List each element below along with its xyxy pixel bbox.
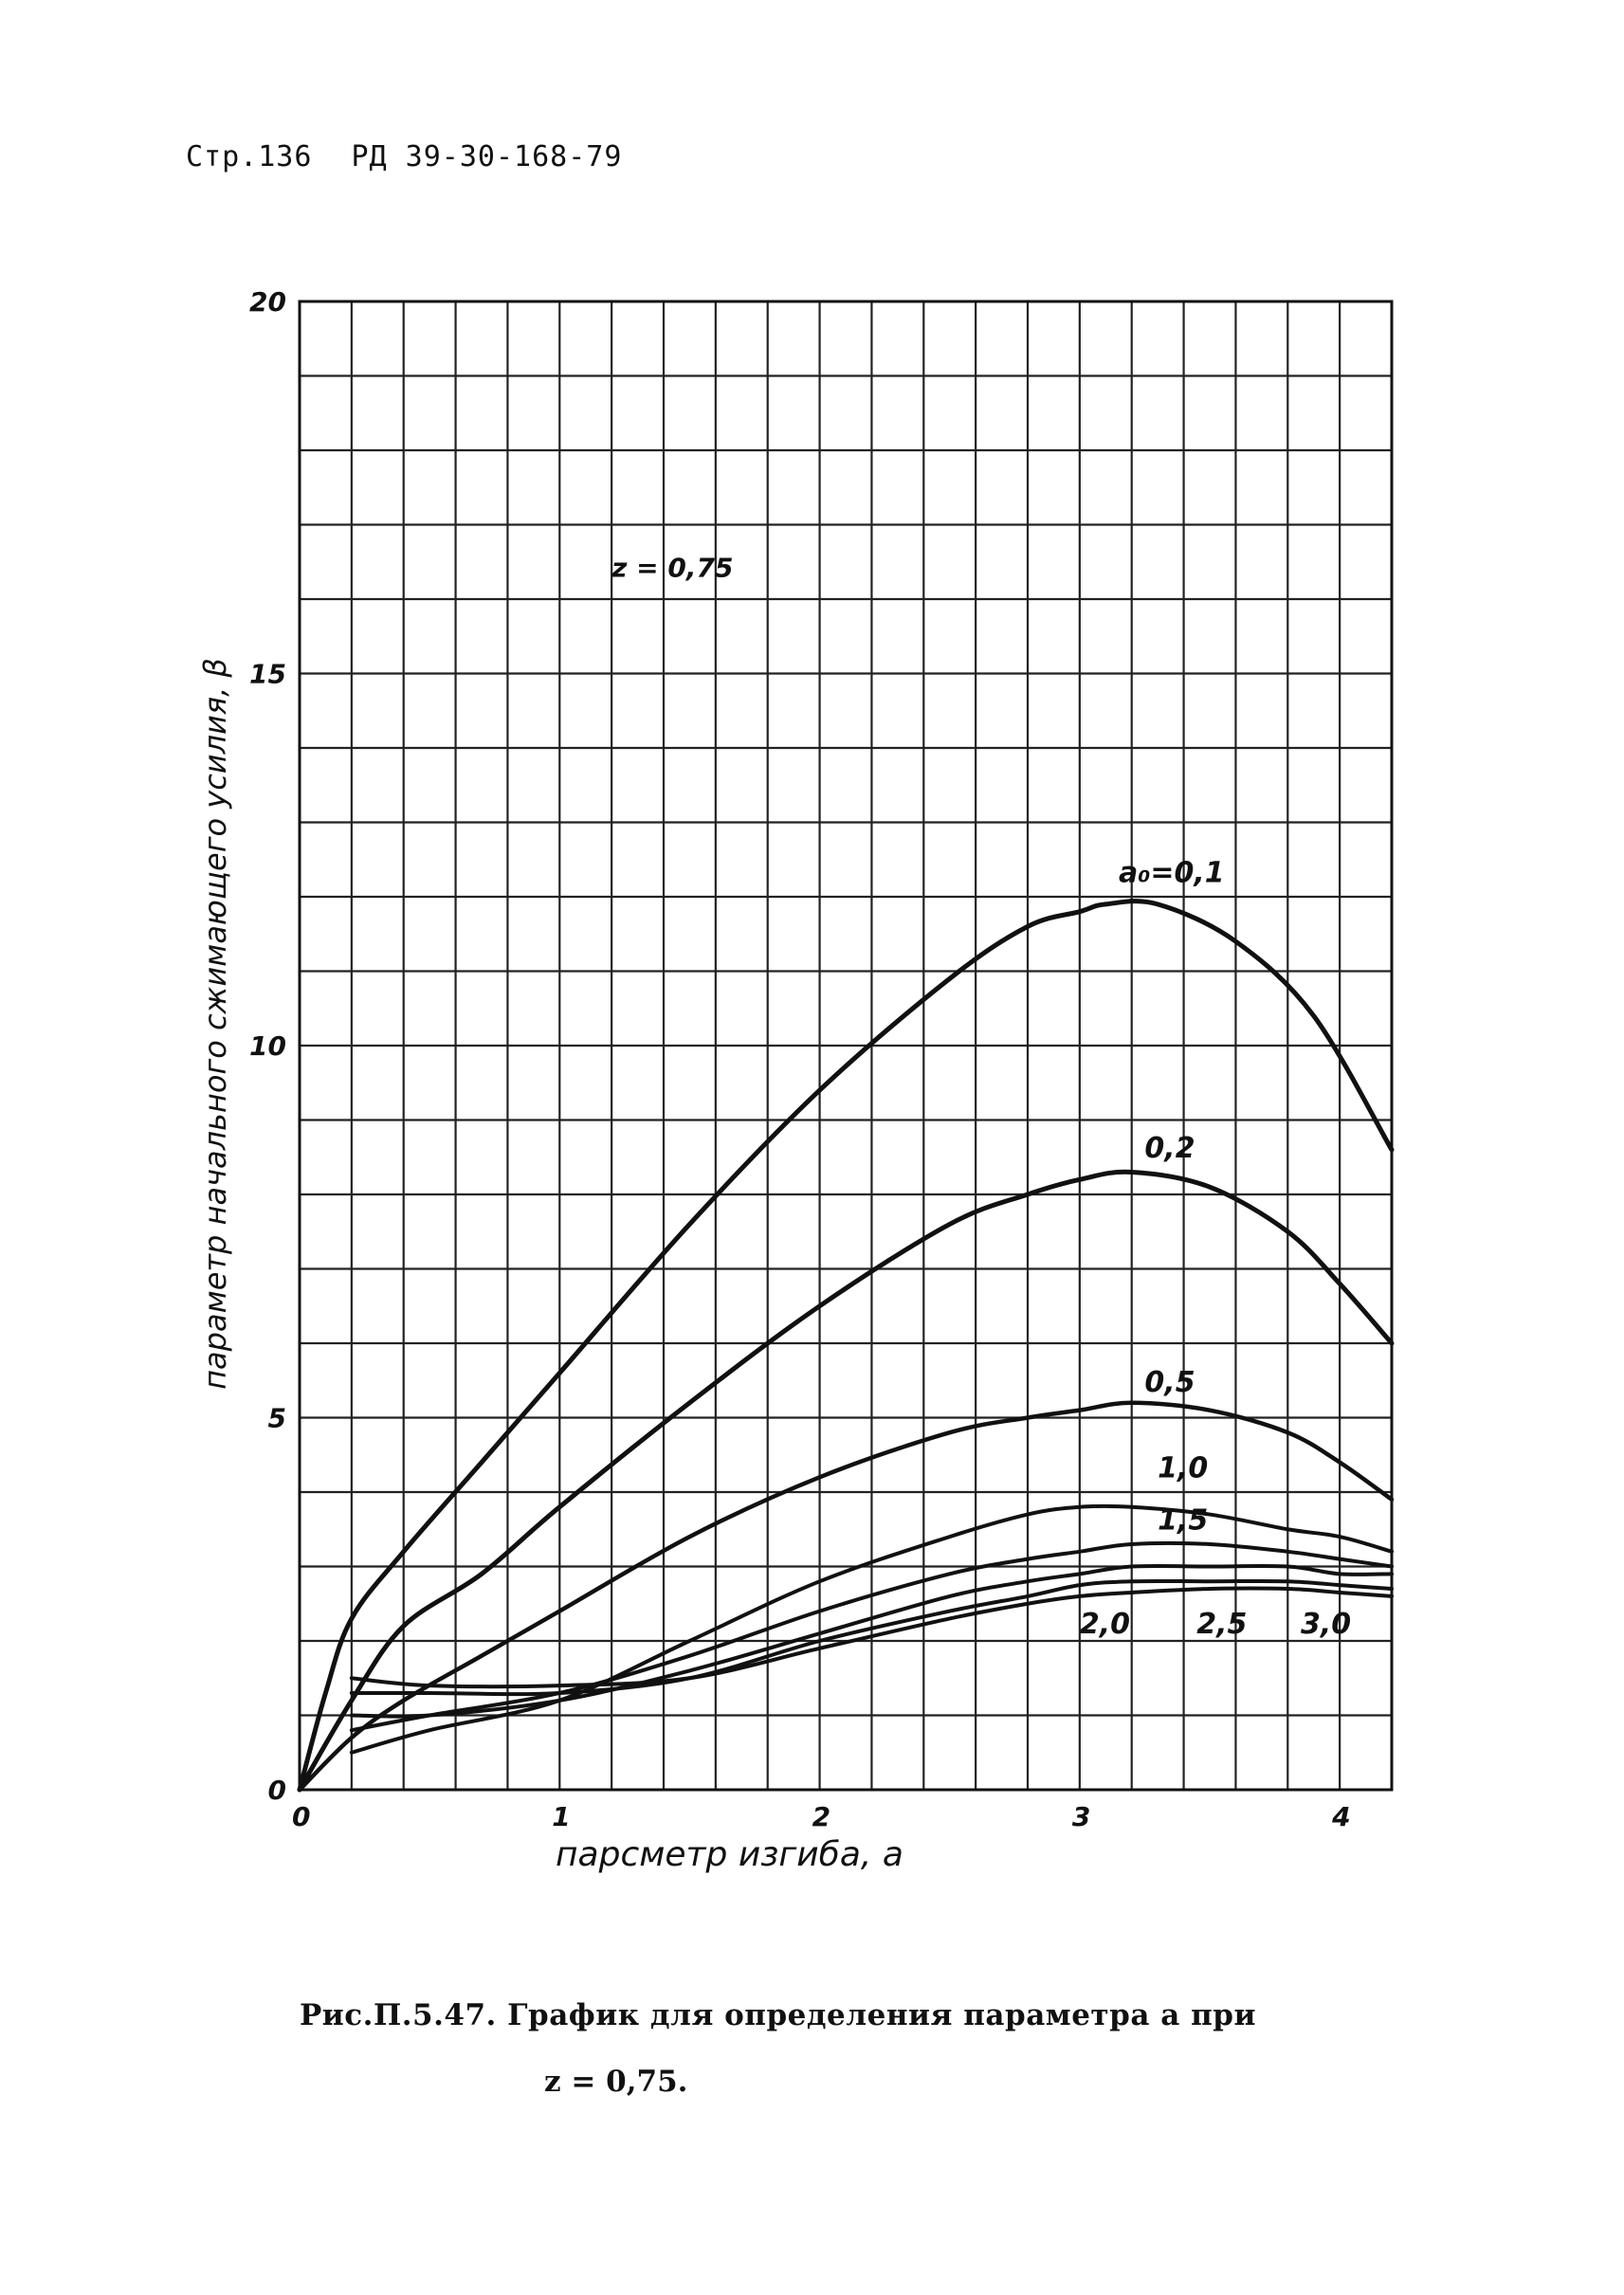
y-tick-label: 15 — [249, 659, 286, 690]
series-line — [297, 899, 1395, 1793]
series-label: 3,0 — [1301, 1608, 1351, 1641]
x-tick-label: 4 — [1331, 1801, 1350, 1832]
y-tick-label: 5 — [268, 1403, 286, 1434]
x-axis-label: парсметр изгиба, а — [556, 1835, 903, 1874]
document-code: РД 39-30-168-79 — [351, 140, 623, 173]
y-tick-label: 10 — [249, 1030, 286, 1062]
series-label: 1,5 — [1158, 1503, 1208, 1537]
chart-labels: z = 0,75 парсметр изгиба, а параметр нач… — [197, 552, 1351, 1874]
page-label: Стр.136 — [186, 140, 313, 173]
series-label: 2,0 — [1080, 1608, 1130, 1641]
series-label: 1,0 — [1158, 1451, 1208, 1484]
y-axis-label: параметр начального сжимающего усилия, β — [197, 658, 233, 1390]
x-tick-label: 3 — [1072, 1801, 1090, 1832]
series-line — [349, 1578, 1394, 1697]
x-tick-label: 1 — [552, 1801, 570, 1832]
page-header: Стр.136 РД 39-30-168-79 — [186, 140, 643, 173]
series-label: 2,5 — [1196, 1608, 1247, 1641]
y-tick-label: 20 — [249, 286, 286, 318]
figure-caption: Рис.П.5.47. График для определения парам… — [300, 1998, 1256, 2032]
z-annotation: z = 0,75 — [611, 552, 733, 583]
chart-series-group — [297, 899, 1395, 1793]
series-line — [349, 1563, 1394, 1719]
series-label: 0,5 — [1144, 1366, 1195, 1399]
y-tick-label: 0 — [268, 1775, 286, 1806]
series-label: 0,2 — [1144, 1132, 1195, 1165]
series-line — [297, 1400, 1395, 1793]
chart-ticks: 0 1 2 3 4 0 5 10 15 20 — [249, 286, 1351, 1832]
series-label: a₀=0,1 — [1119, 856, 1225, 889]
series-line — [349, 1586, 1394, 1689]
chart-grid — [298, 300, 1394, 1792]
x-tick-label: 2 — [812, 1801, 830, 1832]
x-tick-label: 0 — [292, 1801, 310, 1832]
plot-frame — [298, 300, 1394, 1792]
series-line — [297, 1169, 1395, 1793]
figure-caption-line2: z = 0,75. — [544, 2065, 688, 2099]
